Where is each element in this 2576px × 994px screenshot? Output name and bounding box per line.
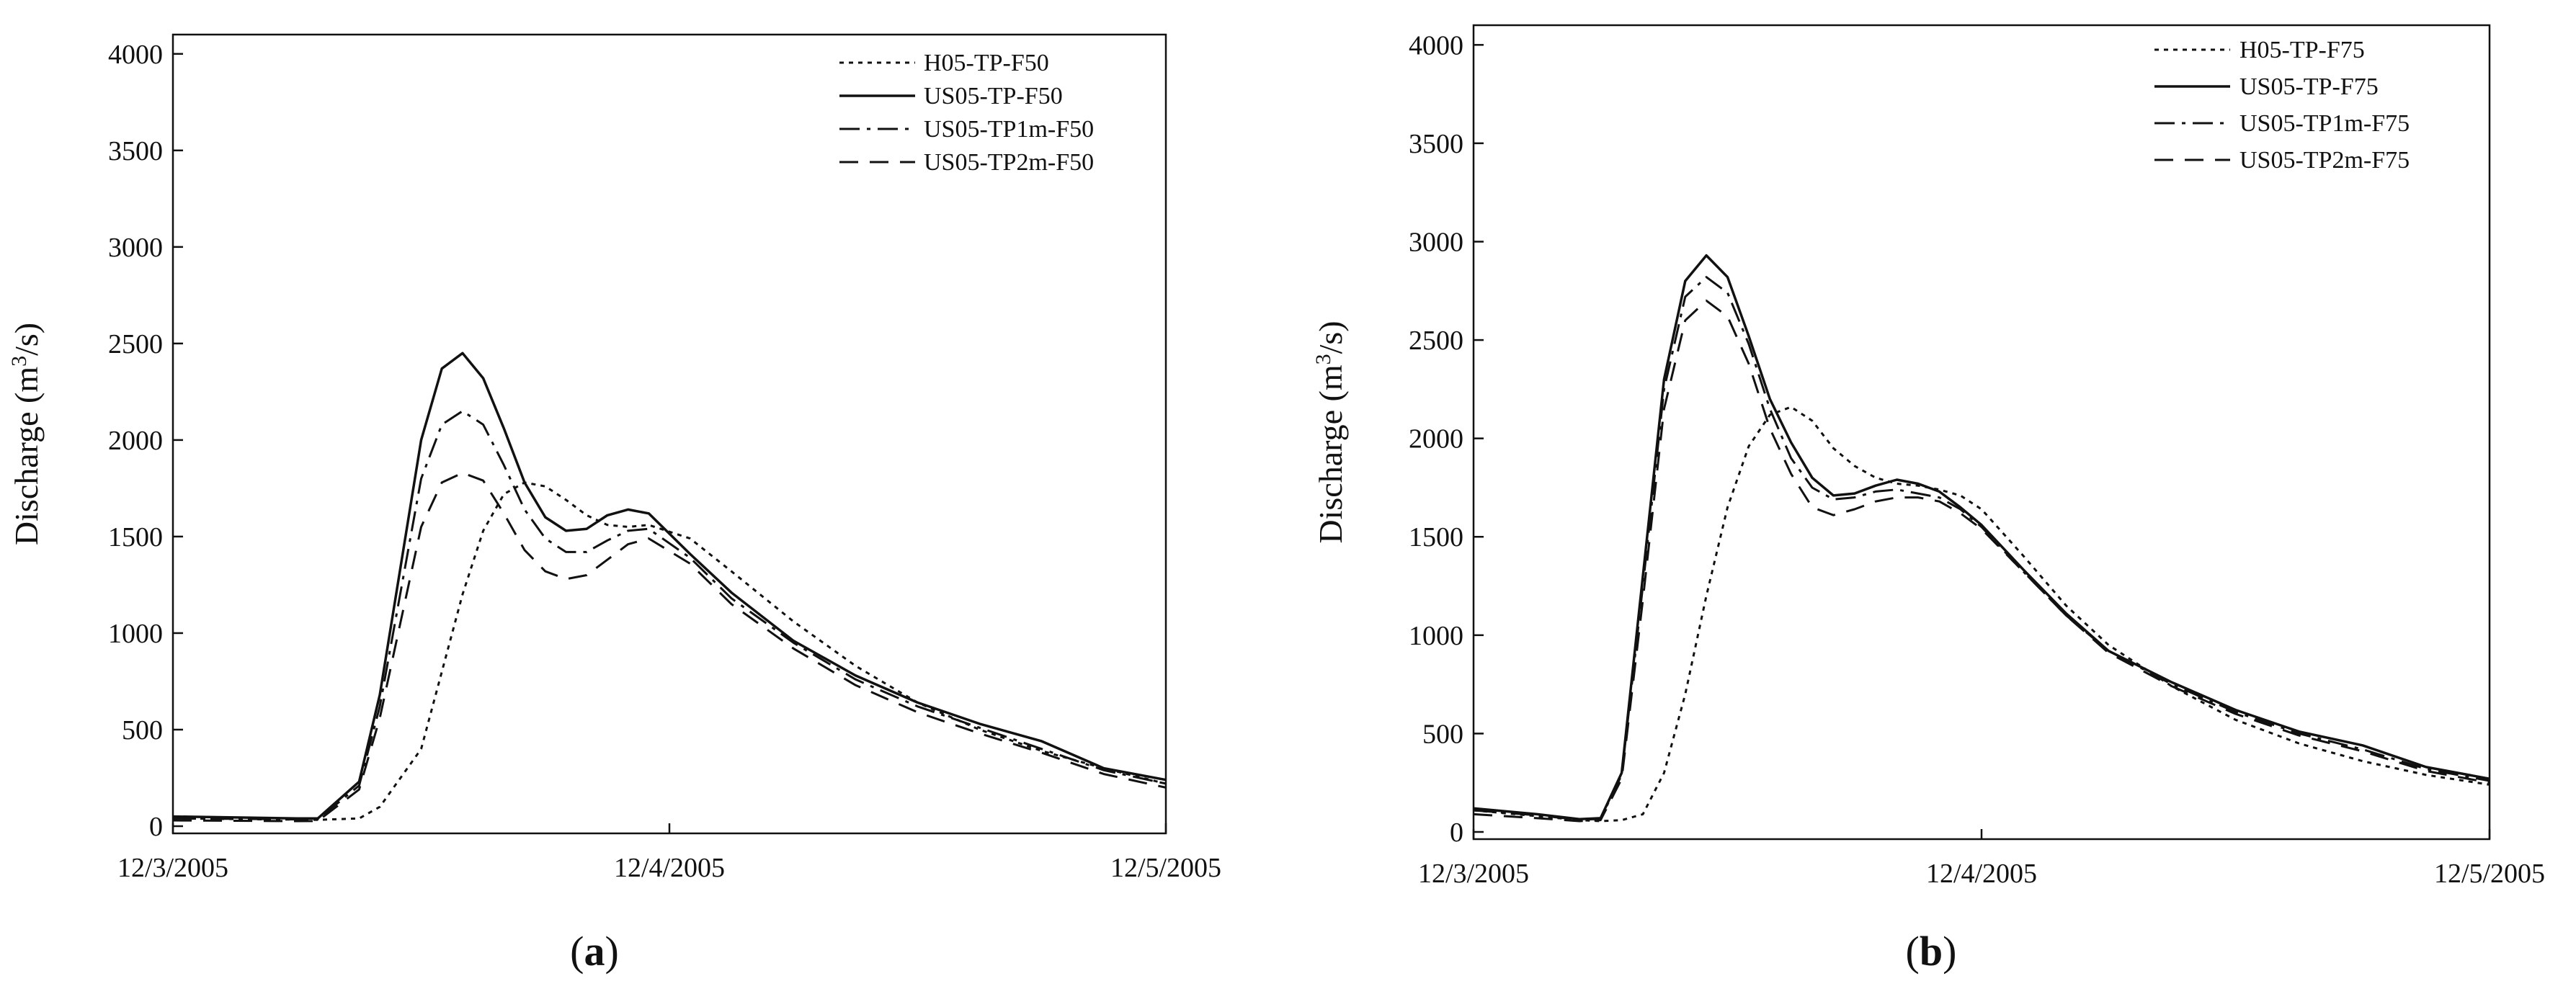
series-line-H05-TP-F50 [172, 481, 1167, 821]
panel-label-close: ) [1943, 928, 1956, 975]
y-tick-label: 0 [1450, 818, 1463, 848]
x-tick-label: 12/5/2005 [2434, 859, 2545, 889]
y-axis-title-unit: /s) [8, 323, 45, 356]
y-axis-title-superscript: 3 [7, 356, 31, 367]
legend-label: US05-TP1m-F50 [924, 116, 1094, 143]
series-line-US05-TP2m-F75 [1473, 299, 2490, 823]
y-tick-label: 2500 [1409, 326, 1463, 356]
series-line-US05-TP2m-F50 [172, 472, 1167, 823]
legend-label: US05-TP1m-F75 [2239, 110, 2410, 137]
legend-label: US05-TP2m-F50 [924, 149, 1094, 176]
y-tick-label: 500 [1422, 719, 1463, 749]
y-axis-title: Discharge (m3/s) [7, 323, 45, 545]
y-tick-label: 4000 [1409, 30, 1463, 61]
chart-panel-b: 0 500 1000 1500 2000 2500 3000 3500 4000 12/3/200… [1311, 24, 2545, 975]
legend: H05-TP-F50 US05-TP-F50 US05-TP1m-F50 US05-T… [839, 50, 1094, 176]
series-line-US05-TP1m-F50 [172, 410, 1167, 821]
y-tick-label: 3000 [108, 233, 163, 263]
y-axis-title-unit: /s) [1312, 321, 1349, 354]
panel-label-letter: a [584, 928, 605, 975]
legend-label: US05-TP2m-F75 [2239, 147, 2410, 174]
y-tick-label: 1000 [1409, 621, 1463, 651]
y-tick-label: 4000 [108, 40, 163, 70]
y-tick-label: 2500 [108, 329, 163, 359]
panel-label-close: ) [605, 928, 619, 975]
legend-label: H05-TP-F75 [2239, 37, 2365, 63]
y-tick-label: 1500 [1409, 522, 1463, 552]
legend-label: US05-TP-F50 [924, 83, 1063, 109]
x-tick-label: 12/4/2005 [1926, 859, 2037, 889]
y-tick-label: 1000 [108, 619, 163, 649]
x-tick-label: 12/3/2005 [1418, 859, 1529, 889]
series-line-US05-TP-F50 [172, 352, 1167, 820]
y-tick-label: 1500 [108, 522, 163, 552]
y-tick-label: 3500 [108, 136, 163, 166]
x-tick-label: 12/5/2005 [1110, 853, 1221, 883]
y-tick-label: 3500 [1409, 129, 1463, 159]
series-line-H05-TP-F75 [1473, 406, 2490, 823]
panel-label: (b) [1906, 928, 1957, 975]
series-line-US05-TP-F75 [1473, 254, 2490, 820]
panel-label-open: ( [570, 928, 584, 975]
y-tick-label: 2000 [108, 426, 163, 456]
panel-label: (a) [570, 928, 619, 975]
chart-panel-a: 0 500 1000 1500 2000 2500 3000 3500 4000 12/3/200… [7, 33, 1221, 975]
panel-label-open: ( [1906, 928, 1920, 975]
y-tick-label: 0 [149, 812, 163, 842]
x-tick-label: 12/3/2005 [117, 853, 228, 883]
series-line-US05-TP1m-F75 [1473, 276, 2490, 821]
y-tick-label: 2000 [1409, 424, 1463, 455]
y-axis-title: Discharge (m3/s) [1311, 321, 1349, 543]
y-axis-title-superscript: 3 [1311, 354, 1335, 364]
y-axis-title-main: Discharge (m [8, 367, 45, 545]
legend-label: H05-TP-F50 [924, 50, 1049, 76]
x-tick-label: 12/4/2005 [614, 853, 725, 883]
legend-label: US05-TP-F75 [2239, 73, 2379, 100]
legend: H05-TP-F75 US05-TP-F75 US05-TP1m-F75 US05-T… [2154, 37, 2410, 174]
y-axis-title-main: Discharge (m [1312, 364, 1349, 543]
y-tick-label: 3000 [1409, 227, 1463, 257]
panel-label-letter: b [1920, 928, 1943, 975]
y-tick-label: 500 [122, 715, 163, 746]
